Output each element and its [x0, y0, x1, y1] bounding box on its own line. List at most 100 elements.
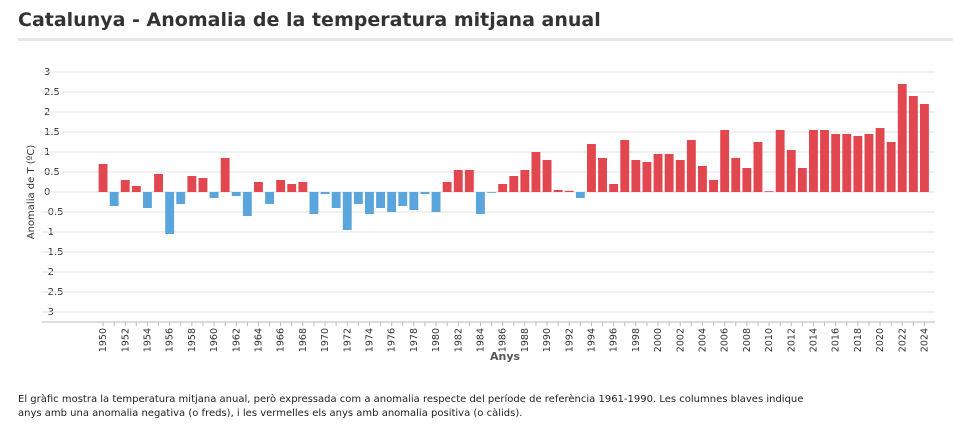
x-tick-label: 1996	[609, 328, 620, 352]
x-tick-label: 2004	[697, 328, 708, 352]
bar	[897, 84, 907, 192]
x-tick-label: 2014	[808, 328, 819, 352]
x-tick-label: 1978	[409, 328, 420, 352]
x-tick-label: 1992	[564, 328, 575, 352]
note-line: El gràfic mostra la temperatura mitjana …	[18, 393, 803, 405]
bar	[120, 180, 130, 192]
x-tick-label: 1980	[431, 328, 442, 352]
bar	[231, 192, 241, 196]
x-tick-label: 2024	[919, 328, 930, 352]
bar	[498, 184, 508, 192]
bar	[220, 158, 230, 192]
chart-title: Catalunya - Anomalia de la temperatura m…	[18, 9, 601, 31]
bar	[187, 176, 197, 192]
bar	[143, 192, 152, 208]
bar	[531, 152, 541, 192]
x-tick-label: 1950	[98, 328, 109, 352]
bar	[165, 192, 175, 234]
x-tick-label: 1960	[209, 328, 220, 352]
x-tick-label: 1964	[253, 328, 264, 352]
bar	[664, 154, 674, 192]
bar	[742, 168, 752, 192]
x-tick-label: 2018	[853, 328, 864, 352]
bar	[276, 180, 286, 192]
bar	[875, 128, 885, 192]
bar	[487, 192, 496, 193]
x-tick-label: 1962	[231, 328, 242, 352]
bar	[642, 162, 652, 192]
bar	[631, 160, 641, 192]
title-rule	[18, 38, 953, 41]
x-tick-label: 2020	[875, 328, 886, 352]
note-line: anys amb una anomalia negativa (o freds)…	[18, 407, 522, 419]
bar	[198, 178, 208, 192]
bar	[609, 184, 619, 192]
x-tick-label: 2010	[764, 328, 775, 352]
bar	[109, 192, 119, 206]
bar	[464, 170, 474, 192]
x-tick-label: 2000	[653, 328, 664, 352]
bar	[775, 130, 785, 192]
x-tick-label: 2008	[742, 328, 753, 352]
bar	[420, 192, 430, 194]
bar	[242, 192, 252, 216]
bar	[254, 182, 263, 192]
bar	[520, 170, 530, 192]
bar	[698, 166, 707, 192]
bar	[797, 168, 807, 192]
x-tick-label: 1972	[342, 328, 353, 352]
x-tick-label: 1988	[520, 328, 531, 352]
bar	[298, 182, 308, 192]
bar	[598, 158, 607, 192]
bar	[686, 140, 696, 192]
bar	[265, 192, 274, 204]
bar	[575, 192, 585, 198]
x-tick-label: 2016	[831, 328, 842, 352]
x-tick-label: 2022	[897, 328, 908, 352]
x-axis-label: Anys	[490, 350, 521, 363]
bar	[154, 174, 163, 192]
bar	[209, 192, 219, 198]
bar	[720, 130, 730, 192]
bar	[853, 136, 863, 192]
bar	[176, 192, 186, 204]
bar	[587, 144, 596, 192]
bar	[365, 192, 374, 214]
bar	[331, 192, 341, 208]
bar	[764, 191, 774, 192]
bar	[886, 142, 896, 192]
bar	[564, 190, 574, 192]
x-tick-label: 2006	[720, 328, 731, 352]
bar	[786, 150, 796, 192]
bar	[476, 192, 485, 214]
x-tick-label: 1982	[453, 328, 464, 352]
x-tick-label: 1990	[542, 328, 553, 352]
x-tick-label: 1994	[586, 328, 597, 352]
bar	[287, 184, 297, 192]
bar	[542, 160, 552, 192]
x-tick-label: 1966	[276, 328, 287, 352]
bar	[376, 192, 385, 208]
x-tick-label: 1970	[320, 328, 331, 352]
x-tick-label: 1958	[187, 328, 198, 352]
bar	[709, 180, 718, 192]
bar	[431, 192, 441, 212]
bar	[731, 158, 741, 192]
x-tick-label: 1954	[142, 328, 153, 352]
x-tick-label: 1956	[165, 328, 176, 352]
bar	[842, 134, 852, 192]
bar	[920, 104, 929, 192]
bar	[831, 134, 841, 192]
bar	[820, 130, 829, 192]
x-tick-label: 2002	[675, 328, 686, 352]
x-tick-label: 1968	[298, 328, 309, 352]
y-axis-label: Anomalia de T (ºC)	[26, 145, 37, 240]
bar	[320, 192, 330, 194]
x-tick-label: 1998	[631, 328, 642, 352]
bar	[309, 192, 319, 214]
bar	[509, 176, 519, 192]
x-tick-label: 1986	[498, 328, 509, 352]
bar	[553, 190, 563, 192]
bar	[675, 160, 685, 192]
